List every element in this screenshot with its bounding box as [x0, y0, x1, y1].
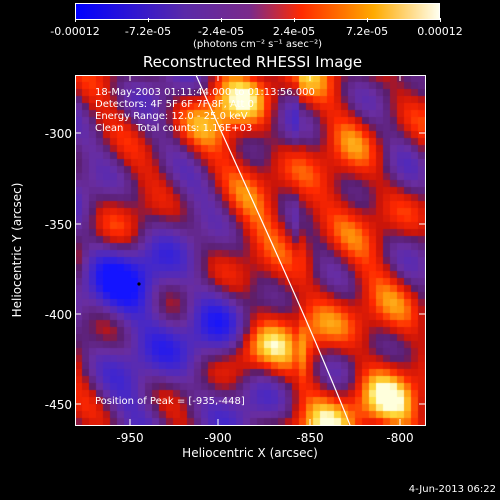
axis-ticks [75, 75, 425, 425]
rhessi-image-map [75, 75, 425, 425]
colorbar-tick [440, 18, 441, 22]
colorbar-tick [221, 18, 222, 22]
x-tick-label: -800 [386, 431, 414, 445]
colorbar-tick [75, 18, 76, 22]
y-tick-label: -350 [44, 218, 72, 232]
info-line-time: 18-May-2003 01:11:44.000 to 01:13:56.000 [95, 87, 315, 98]
colorbar-tick-label: 0.00012 [417, 25, 463, 38]
colorbar-tick [367, 18, 368, 22]
x-tick-label: -950 [116, 431, 144, 445]
colorbar-tick-label: -0.00012 [50, 25, 100, 38]
x-axis-label: Heliocentric X (arcsec) [182, 446, 318, 460]
x-tick-label: -900 [204, 431, 232, 445]
info-line-energy: Energy Range: 12.0 - 25.0 keV [95, 111, 248, 122]
footer-timestamp: 4-Jun-2013 06:22 [408, 484, 496, 495]
y-tick-label: -400 [44, 308, 72, 322]
x-tick-label: -850 [296, 431, 324, 445]
peak-position-label: Position of Peak = [-935,-448] [95, 396, 245, 407]
y-tick-label: -300 [44, 127, 72, 141]
colorbar-tick [148, 18, 149, 22]
colorbar-tick-label: -2.4e-05 [197, 25, 245, 38]
colorbar-tick-label: 2.4e-05 [272, 25, 316, 38]
peak-marker [137, 282, 141, 286]
colorbar [75, 3, 440, 20]
colorbar-tick-label: 7.2e-05 [345, 25, 389, 38]
solar-limb-line [195, 74, 351, 426]
info-line-counts: Clean Total counts: 1.16E+03 [95, 123, 253, 134]
plot-title: Reconstructed RHESSI Image [142, 53, 363, 71]
colorbar-unit-label: (photons cm⁻² s⁻¹ asec⁻²) [192, 39, 323, 50]
colorbar-tick [294, 18, 295, 22]
plot-frame [75, 75, 426, 426]
y-tick-label: -450 [44, 398, 72, 412]
colorbar-tick-label: -7.2e-05 [124, 25, 172, 38]
info-line-detectors: Detectors: 4F 5F 6F 7F 8F, Att 0 [95, 99, 255, 110]
y-axis-label: Heliocentric Y (arcsec) [10, 182, 24, 318]
